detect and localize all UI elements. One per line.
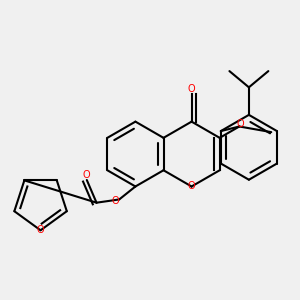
Text: O: O — [237, 119, 244, 129]
Text: O: O — [188, 84, 195, 94]
Text: O: O — [111, 196, 119, 206]
Text: O: O — [83, 170, 91, 180]
Text: O: O — [37, 225, 44, 235]
Text: O: O — [188, 182, 195, 191]
